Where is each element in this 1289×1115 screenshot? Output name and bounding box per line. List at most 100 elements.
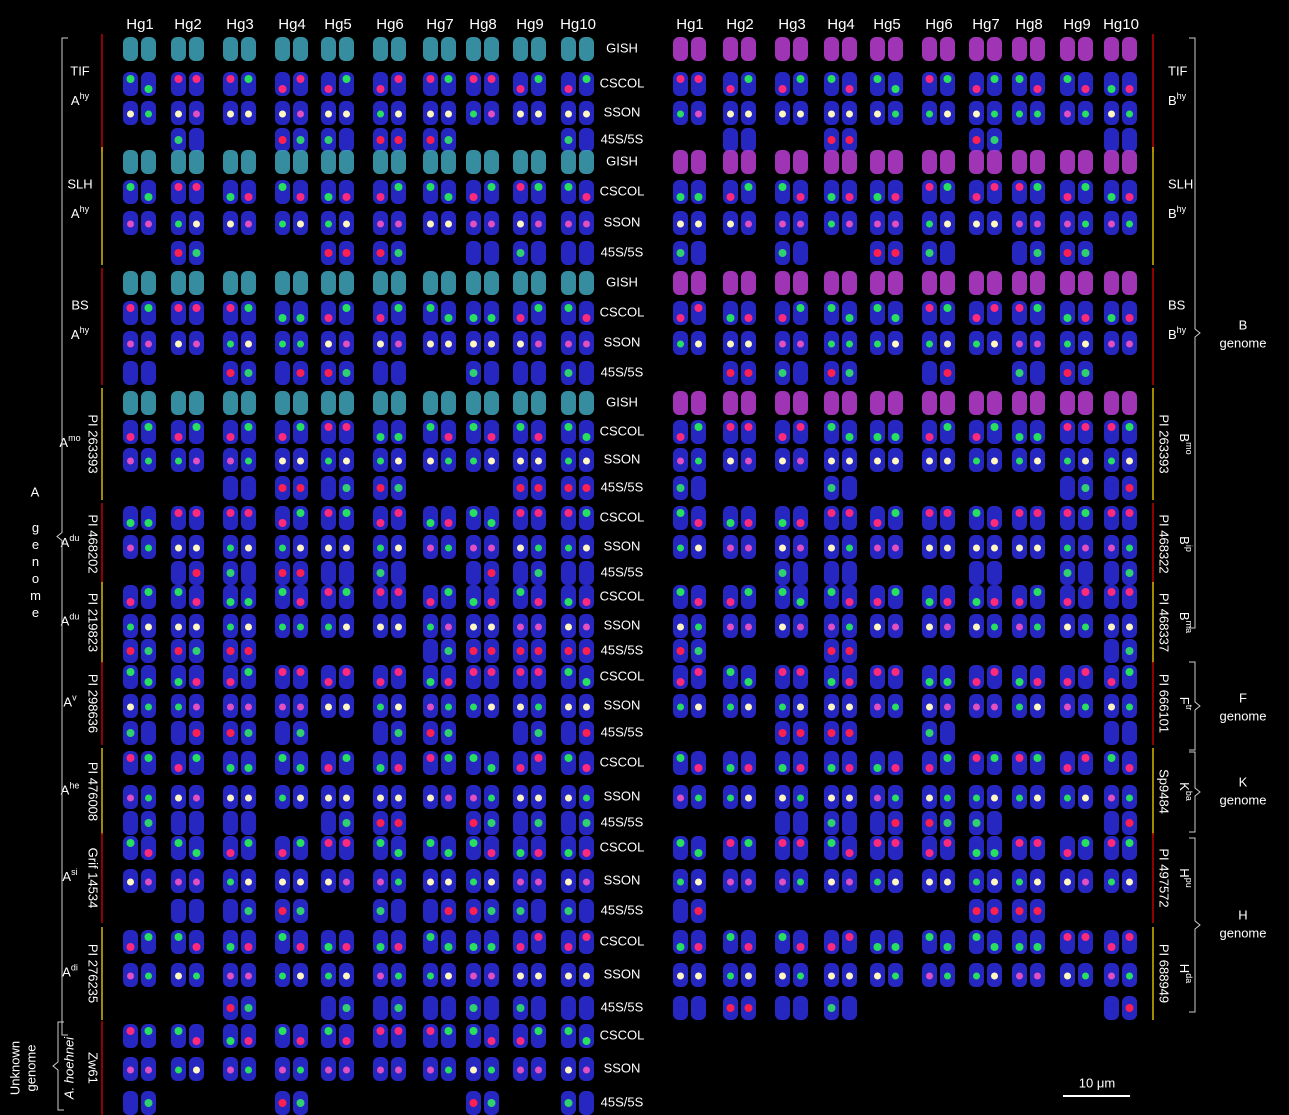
signal xyxy=(427,423,435,431)
genome-base: B xyxy=(1168,327,1177,342)
signal xyxy=(973,458,980,465)
signal xyxy=(565,598,573,606)
signal xyxy=(1108,973,1115,980)
signal xyxy=(245,1037,253,1045)
signal xyxy=(991,136,999,144)
signal xyxy=(892,509,900,517)
chromosome xyxy=(339,271,354,295)
signal xyxy=(745,519,753,527)
signal xyxy=(583,1037,591,1045)
signal xyxy=(279,183,287,191)
signal xyxy=(377,221,384,228)
signal xyxy=(325,369,333,377)
chromosome xyxy=(391,561,406,585)
signal xyxy=(343,1037,351,1045)
signal xyxy=(395,509,403,517)
chromosome xyxy=(321,271,336,295)
signal xyxy=(779,519,787,527)
signal xyxy=(227,795,234,802)
chromosome xyxy=(969,150,984,174)
signal xyxy=(797,545,804,552)
signal xyxy=(874,704,881,711)
signal xyxy=(175,973,182,980)
signal xyxy=(1016,795,1023,802)
signal xyxy=(427,879,434,886)
chromosome xyxy=(741,37,756,61)
signal xyxy=(745,839,753,847)
signal xyxy=(565,754,573,762)
signal xyxy=(779,668,787,676)
genome-label: Bhy xyxy=(1168,91,1187,108)
signal xyxy=(1108,704,1115,711)
signal xyxy=(944,624,951,631)
signal xyxy=(846,193,854,201)
signal xyxy=(279,433,287,441)
signal xyxy=(677,839,685,847)
signal xyxy=(343,249,351,257)
signal xyxy=(1064,879,1071,886)
chromosome xyxy=(339,391,354,415)
signal xyxy=(565,973,572,980)
genome-name: Unknown xyxy=(7,1041,22,1095)
signal xyxy=(227,458,234,465)
signal xyxy=(279,1027,287,1035)
signal xyxy=(695,598,703,606)
signal xyxy=(797,519,805,527)
signal xyxy=(874,598,882,606)
signal xyxy=(745,423,753,431)
signal xyxy=(583,704,590,711)
genome-label: Ahy xyxy=(71,204,90,221)
signal xyxy=(377,484,385,492)
signal xyxy=(395,545,402,552)
signal xyxy=(846,647,854,655)
signal xyxy=(828,764,836,772)
signal xyxy=(565,647,573,655)
chromosome xyxy=(321,150,336,174)
chromosome xyxy=(441,37,456,61)
chromosome xyxy=(441,150,456,174)
genome-base: F xyxy=(1177,697,1192,705)
chromosome xyxy=(339,561,354,585)
chromosome xyxy=(1030,391,1045,415)
signal xyxy=(395,1004,403,1012)
signal xyxy=(343,509,351,517)
signal xyxy=(695,304,703,312)
chromosome xyxy=(189,37,204,61)
signal xyxy=(445,849,453,857)
signal xyxy=(175,75,183,83)
signal xyxy=(470,341,477,348)
signal xyxy=(1016,341,1023,348)
signal xyxy=(991,519,999,527)
signal xyxy=(583,75,591,83)
chromosome xyxy=(673,271,688,295)
signal xyxy=(727,519,735,527)
signal xyxy=(145,458,152,465)
signal xyxy=(846,795,853,802)
signal xyxy=(779,341,786,348)
signal xyxy=(297,369,305,377)
genome-sup: ma xyxy=(1184,621,1194,634)
signal xyxy=(325,249,333,257)
genome-letter: H xyxy=(1238,907,1247,922)
signal xyxy=(427,933,435,941)
signal xyxy=(846,509,854,517)
signal xyxy=(175,341,182,348)
signal xyxy=(797,704,804,711)
signal xyxy=(245,907,253,915)
signal xyxy=(145,704,152,711)
genome-base: A xyxy=(62,965,71,980)
signal xyxy=(517,249,525,257)
probe-label: CSCOL xyxy=(600,509,645,524)
genome-sup: tr xyxy=(1184,705,1194,711)
signal xyxy=(797,598,805,606)
signal xyxy=(565,849,573,857)
chromosome xyxy=(969,37,984,61)
signal xyxy=(828,341,835,348)
signal xyxy=(193,647,201,655)
signal xyxy=(828,423,836,431)
signal xyxy=(127,973,134,980)
signal xyxy=(677,795,684,802)
chromosome xyxy=(824,391,839,415)
accession: PI 276235 xyxy=(86,944,101,1003)
signal xyxy=(991,341,998,348)
